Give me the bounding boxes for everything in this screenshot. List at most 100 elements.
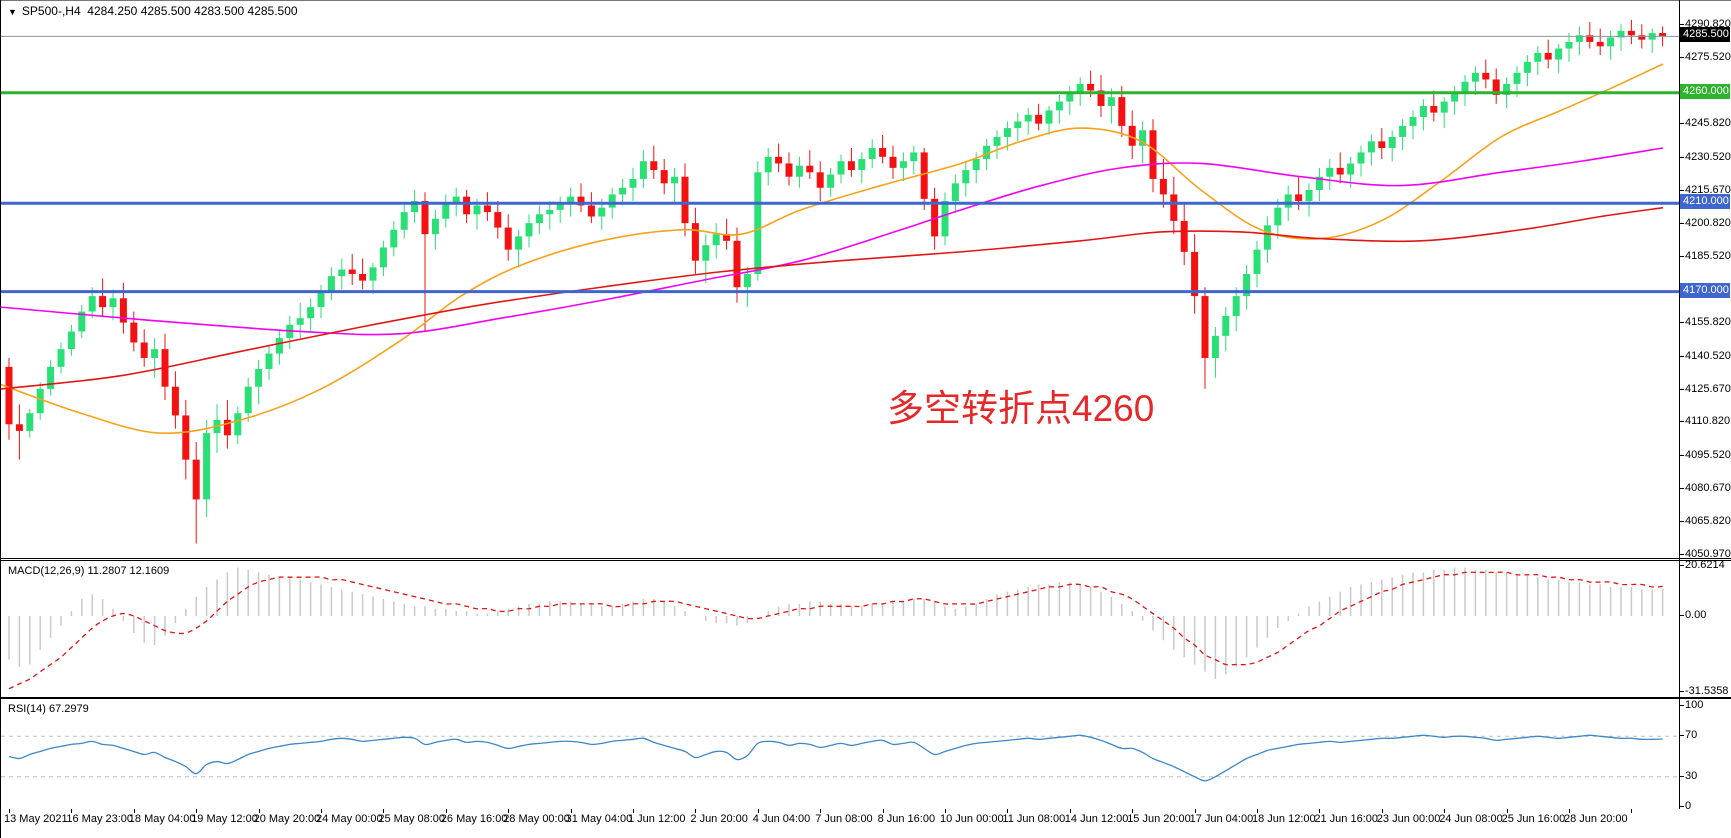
rsi-axis-label: 0	[1685, 800, 1692, 812]
axis-tick-mark	[1679, 735, 1684, 737]
date-tick-mark	[445, 809, 447, 813]
date-tick-label: 26 May 16:00	[440, 813, 508, 825]
close-value: 4285.500	[247, 4, 298, 18]
rsi-axis-label: 30	[1685, 769, 1698, 782]
date-tick-label: 19 May 12:00	[191, 813, 258, 825]
axis-tick-mark	[1679, 691, 1684, 693]
date-tick-mark	[1257, 809, 1258, 813]
rsi-panel[interactable]: RSI(14) 67.2979	[1, 698, 1731, 810]
date-tick-mark	[1569, 809, 1570, 813]
date-tick-mark	[1381, 809, 1383, 813]
date-tick-label: 31 May 04:00	[565, 813, 633, 825]
date-tick-mark	[1444, 809, 1446, 813]
macd-axis-label: -31.5358	[1685, 685, 1729, 698]
level-price-box: 4210.000	[1680, 194, 1730, 210]
chart-text-annotation: 多空转折点4260	[887, 388, 1155, 429]
candlestick-canvas[interactable]	[1, 1, 1679, 558]
date-tick-mark	[1319, 809, 1321, 813]
rsi-canvas[interactable]	[1, 699, 1679, 809]
rsi-label: RSI(14)	[8, 703, 46, 715]
date-tick-label: 18 Jun 12:00	[1252, 813, 1316, 825]
axis-tick-mark	[1679, 388, 1684, 390]
date-tick-mark	[71, 809, 73, 813]
date-tick-label: 8 Jun 16:00	[877, 813, 936, 825]
price-tick-label: 4095.520	[1685, 449, 1731, 462]
rsi-axis-label: 100	[1685, 699, 1704, 711]
plot-right-border	[1679, 0, 1680, 809]
date-tick-mark	[133, 809, 135, 813]
price-tick-label: 4275.520	[1685, 51, 1731, 64]
macd-header: MACD(12,26,9) 11.2807 12.1609	[8, 565, 169, 577]
date-tick-mark	[1007, 809, 1009, 813]
date-tick-label: 18 May 04:00	[128, 813, 196, 825]
high-value: 4285.500	[140, 4, 191, 18]
rsi-axis-label: 70	[1685, 729, 1698, 742]
date-tick-label: 10 Jun 00:00	[940, 813, 1004, 825]
date-tick-label: 25 Jun 16:00	[1501, 813, 1566, 825]
date-tick-mark	[1506, 809, 1508, 813]
price-tick-label: 4065.820	[1685, 514, 1731, 527]
date-tick-mark	[757, 809, 759, 813]
date-tick-label: 14 Jun 12:00	[1064, 813, 1129, 825]
axis-tick-mark	[1679, 222, 1684, 224]
axis-tick-mark	[1679, 256, 1684, 258]
level-price-box: 4260.000	[1680, 83, 1730, 99]
macd-label: MACD(12,26,9)	[8, 565, 85, 577]
date-tick-mark	[945, 809, 946, 813]
date-tick-label: 25 May 08:00	[378, 813, 446, 825]
main-chart-panel[interactable]: ▼ SP500-,H4 4284.250 4285.500 4283.500 42…	[1, 0, 1731, 559]
date-tick-mark	[196, 809, 198, 813]
price-tick-label: 4185.520	[1685, 250, 1731, 263]
axis-tick-mark	[1679, 421, 1684, 423]
date-tick-mark	[383, 809, 385, 813]
price-tick-label: 4155.820	[1685, 315, 1731, 328]
price-tick-label: 4245.820	[1685, 117, 1731, 130]
date-tick-label: 21 Jun 16:00	[1314, 813, 1379, 825]
symbol-ohlc-header: ▼ SP500-,H4 4284.250 4285.500 4283.500 42…	[8, 4, 298, 18]
date-tick-label: 4 Jun 04:00	[752, 813, 811, 825]
date-tick-mark	[1132, 809, 1134, 813]
open-value: 4284.250	[87, 4, 138, 18]
axis-tick-mark	[1679, 156, 1684, 158]
symbol-period-label: SP500-,H4	[21, 4, 81, 18]
price-tick-label: 4290.820	[1685, 17, 1731, 30]
axis-tick-mark	[1679, 806, 1684, 807]
date-tick-label: 16 May 23:00	[66, 813, 134, 825]
date-tick-mark	[508, 809, 510, 813]
axis-tick-mark	[1679, 775, 1684, 777]
macd-panel[interactable]: MACD(12,26,9) 11.2807 12.1609	[1, 560, 1731, 698]
axis-tick-mark	[1679, 23, 1684, 25]
axis-tick-mark	[1679, 321, 1684, 323]
date-tick-mark	[695, 809, 697, 813]
axis-tick-mark	[1679, 565, 1684, 566]
chart-dropdown-icon[interactable]: ▼	[8, 7, 17, 17]
date-tick-label: 15 Jun 20:00	[1127, 813, 1191, 825]
date-tick-mark	[820, 809, 822, 813]
axis-tick-mark	[1679, 355, 1684, 357]
axis-tick-mark	[1679, 57, 1684, 59]
date-tick-mark	[1194, 809, 1196, 813]
level-price-box: 4170.000	[1680, 282, 1730, 298]
date-tick-label: 28 May 00:00	[503, 813, 570, 825]
date-tick-mark	[882, 809, 884, 813]
axis-tick-mark	[1679, 520, 1684, 522]
date-tick-mark	[633, 809, 634, 813]
date-tick-label: 1 Jun 12:00	[628, 813, 686, 825]
date-tick-mark	[321, 809, 322, 813]
current-price-box: 4285.500	[1680, 27, 1730, 43]
date-tick-mark	[258, 809, 260, 813]
axis-tick-mark	[1679, 553, 1684, 555]
macd-canvas[interactable]	[1, 561, 1679, 697]
axis-tick-mark	[1679, 455, 1684, 457]
axis-tick-mark	[1679, 189, 1684, 191]
rsi-header: RSI(14) 67.2979	[8, 703, 89, 715]
date-tick-label: 23 Jun 00:00	[1376, 813, 1441, 825]
rsi-value: 67.2979	[48, 703, 89, 715]
time-axis[interactable]: 13 May 2021 16 May 23:00 18 May 04:00 19 Ma…	[1, 809, 1731, 838]
axis-tick-mark	[1679, 615, 1684, 616]
date-tick-mark	[1631, 809, 1633, 813]
axis-tick-mark	[1679, 123, 1684, 125]
date-tick-label: 24 Jun 08:00	[1439, 813, 1503, 825]
macd-axis-label: 20.6214	[1685, 559, 1725, 571]
